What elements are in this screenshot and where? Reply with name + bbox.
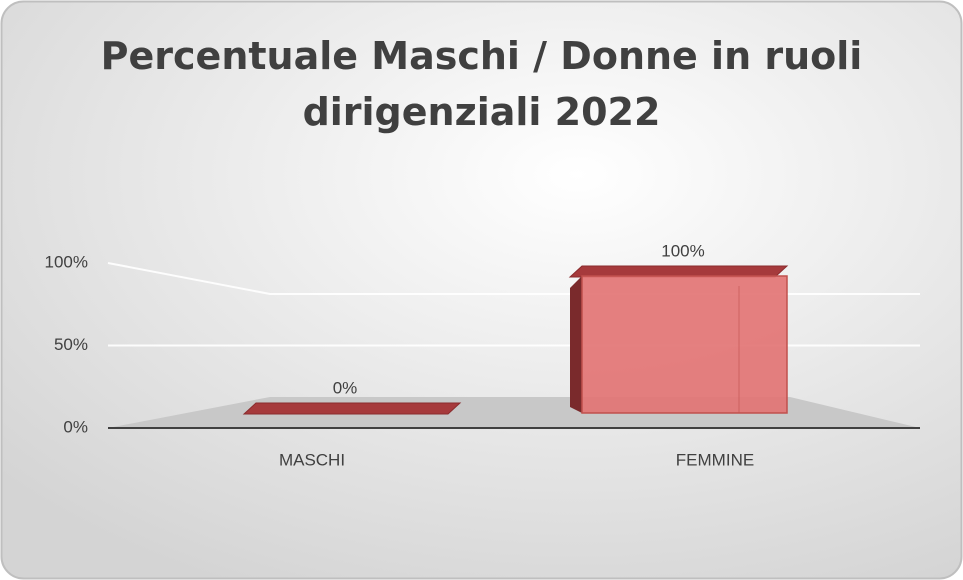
data-label: 0% <box>333 378 358 397</box>
x-tick-label: FEMMINE <box>676 450 754 469</box>
x-tick-label: MASCHI <box>279 450 345 469</box>
y-tick-label: 100% <box>45 252 88 271</box>
bar-top <box>242 402 462 415</box>
y-tick-label: 0% <box>63 417 88 436</box>
chart-title: Percentuale Maschi / Donne in ruoli diri… <box>100 34 863 134</box>
y-tick-label: 50% <box>54 335 88 354</box>
data-label: 100% <box>661 241 704 260</box>
bar <box>581 275 788 414</box>
bar-side <box>570 276 582 413</box>
